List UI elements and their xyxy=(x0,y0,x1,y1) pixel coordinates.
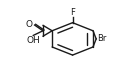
Text: F: F xyxy=(70,8,75,17)
Text: Br: Br xyxy=(98,34,107,43)
Text: OH: OH xyxy=(26,36,40,45)
Text: O: O xyxy=(26,20,33,29)
